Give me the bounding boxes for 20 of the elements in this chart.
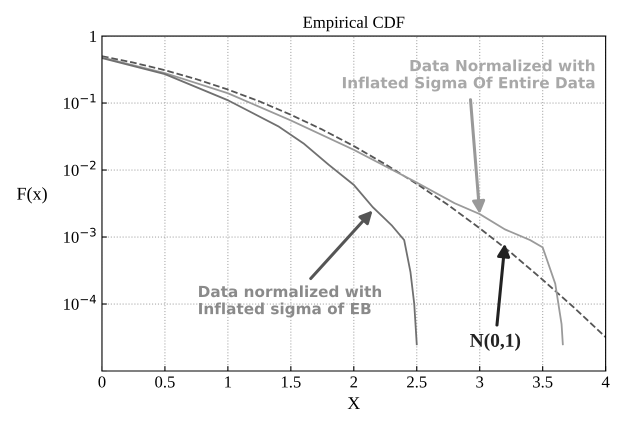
x-axis-title: X [348,397,360,410]
annotation: Data Normalized with Inflated Sigma Of Entire Data [342,59,594,92]
y-tick-label: 10$^{−3}$ [64,228,96,243]
x-tick-label: 1 [225,376,232,388]
chart-title: Empirical CDF [303,16,404,32]
y-tick-label: 10$^{−4}$ [64,294,96,310]
y-tick-label: 10$^{−1}$ [64,94,96,109]
y-tick-label: 1 [90,30,96,42]
x-tick-label: 0.5 [155,376,175,388]
x-tick-label: 0 [98,376,106,388]
x-tick-label: 2.5 [407,376,427,388]
x-tick-label: 3 [476,376,484,388]
annotation: Data normalized with Inflated sigma of EB [199,285,382,318]
x-tick-label: 4 [602,376,610,388]
y-axis-title: F(x) [17,187,47,204]
x-tick-label: 3.5 [533,376,552,388]
x-tick-label: 2 [350,376,358,388]
annotation: N(0,1) [470,333,520,351]
x-tick-label: 1.5 [282,376,301,388]
y-tick-label: 10$^{−2}$ [64,160,96,176]
